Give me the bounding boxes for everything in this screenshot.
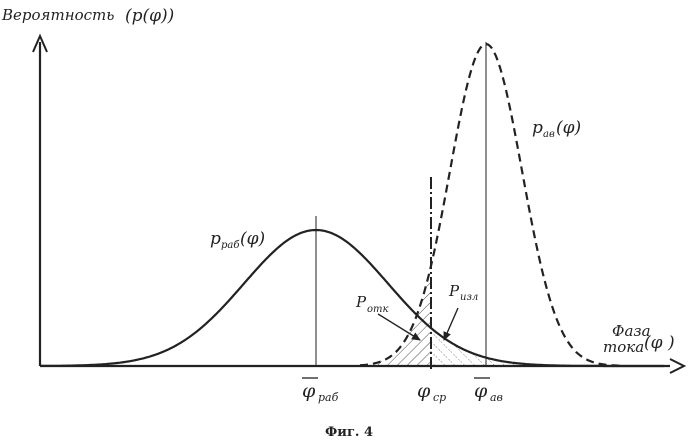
svg-text:φ: φ <box>417 380 431 402</box>
fault-distribution-curve <box>360 44 620 366</box>
svg-text:(φ): (φ) <box>240 229 265 249</box>
figure-caption: Фиг. 4 <box>325 425 373 440</box>
fault-curve-label: p ав (φ) <box>532 118 581 140</box>
mean-work-tick-label: φ раб <box>302 378 339 404</box>
svg-text:P: P <box>355 293 367 311</box>
svg-text:ср: ср <box>433 391 446 404</box>
x-axis-arrow-icon <box>670 359 684 373</box>
svg-text:ав: ав <box>490 391 503 404</box>
svg-text:ав: ав <box>543 129 555 140</box>
svg-text:P: P <box>448 282 460 300</box>
svg-text:φ: φ <box>302 380 316 402</box>
svg-text:φ: φ <box>474 380 488 402</box>
y-axis-label: Вероятность <box>1 6 114 24</box>
svg-text:p: p <box>210 229 221 249</box>
threshold-tick-label: φ ср <box>417 380 446 404</box>
x-axis-label-line2: тока <box>603 338 644 356</box>
refusal-area-label: P отк <box>355 293 389 315</box>
mean-fault-tick-label: φ ав <box>474 378 503 404</box>
svg-text:раб: раб <box>221 240 240 251</box>
svg-text:(φ): (φ) <box>556 118 581 138</box>
svg-text:p: p <box>532 118 543 138</box>
svg-text:изл: изл <box>460 292 478 303</box>
svg-text:отк: отк <box>367 304 389 315</box>
working-curve-label: p раб (φ) <box>210 229 265 251</box>
excess-area-label: P изл <box>448 282 478 303</box>
excess-pointer-arrow <box>444 308 458 340</box>
y-axis-function: (p(φ)) <box>125 6 174 26</box>
x-axis-variable: (φ ) <box>644 333 675 353</box>
svg-text:раб: раб <box>318 391 339 404</box>
